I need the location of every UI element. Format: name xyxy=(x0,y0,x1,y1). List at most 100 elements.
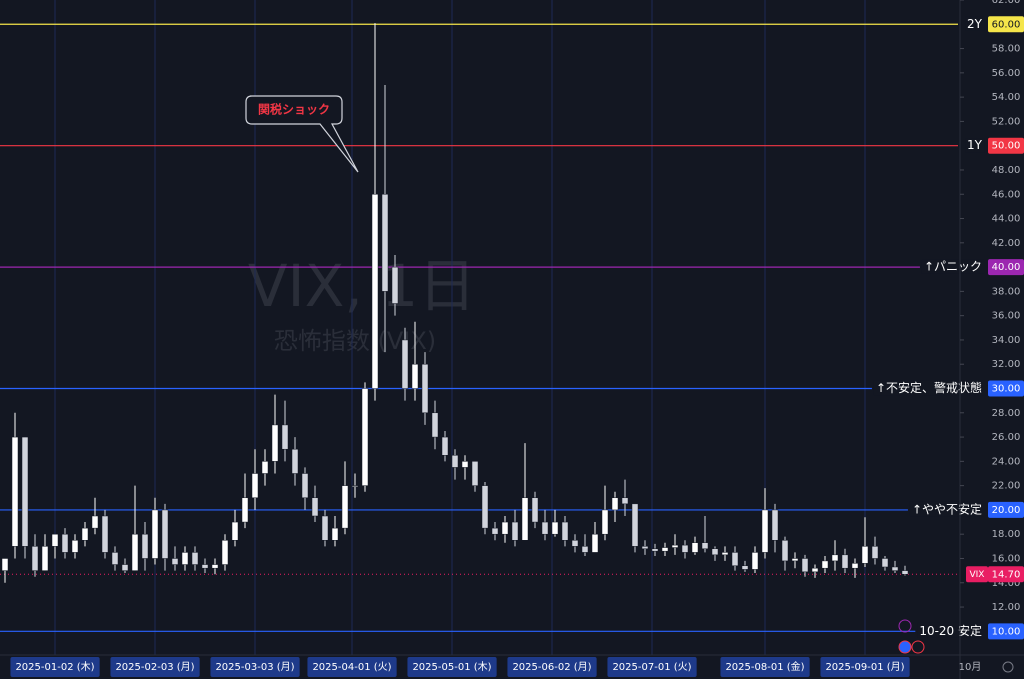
candle-body xyxy=(241,497,249,523)
level-badge xyxy=(988,501,1024,518)
candle-body xyxy=(741,565,749,570)
candle-body xyxy=(591,533,599,553)
event-icon[interactable] xyxy=(911,640,925,654)
candle-body xyxy=(271,424,279,462)
candle-body xyxy=(11,436,19,547)
candle-body xyxy=(441,436,449,456)
candle-body xyxy=(641,546,649,550)
level-label-bg xyxy=(917,622,984,638)
candle-body xyxy=(351,485,359,487)
candle-body xyxy=(321,515,329,541)
x-tick-label: 2025-09-01 (月) xyxy=(825,661,904,673)
candle-body xyxy=(621,497,629,505)
y-tick-label: 44.00 xyxy=(992,214,1021,225)
candle-body xyxy=(611,497,619,511)
y-tick-label: 38.00 xyxy=(992,286,1021,297)
candle-body xyxy=(551,521,559,535)
candle-body xyxy=(751,552,759,570)
last-price-name-box xyxy=(966,566,988,583)
y-tick-label: 18.00 xyxy=(992,529,1021,540)
candle-body xyxy=(191,552,199,565)
x-tick-label: 2025-03-03 (月) xyxy=(215,661,294,673)
candle-body xyxy=(701,542,709,550)
x-tick-box xyxy=(407,657,497,677)
x-tick-label: 2025-07-01 (火) xyxy=(612,661,691,673)
candle-body xyxy=(461,461,469,468)
candle-body xyxy=(771,509,779,541)
candles xyxy=(1,23,909,583)
candle-body xyxy=(561,521,569,541)
event-icon[interactable] xyxy=(898,640,912,654)
candle-body xyxy=(831,554,839,562)
level-badge xyxy=(988,380,1024,397)
x-tick-box xyxy=(720,657,810,677)
candle-body xyxy=(431,412,439,438)
candle-body xyxy=(291,448,299,474)
candle-body xyxy=(411,363,419,389)
candle-body xyxy=(391,266,399,304)
x-tick-label: 2025-04-01 (火) xyxy=(312,661,391,673)
y-tick-label: 14.00 xyxy=(992,578,1021,589)
level-label: ↑パニック xyxy=(924,260,982,274)
x-tick-label: 2025-08-01 (金) xyxy=(725,660,804,673)
candle-body xyxy=(511,521,519,541)
x-tick-box xyxy=(307,657,397,677)
candle-body xyxy=(91,515,99,529)
candle-body xyxy=(201,564,209,569)
level-badge-label: 20.00 xyxy=(992,505,1021,516)
candle-body xyxy=(521,497,529,541)
level-badge-label: 30.00 xyxy=(992,384,1021,395)
candle-body xyxy=(781,540,789,562)
candle-body xyxy=(51,533,59,547)
watermark-description: 恐怖指数 (VIX) xyxy=(274,327,436,355)
candle-body xyxy=(801,558,809,573)
level-badge-label: 40.00 xyxy=(992,262,1021,273)
candle-body xyxy=(81,527,89,541)
candle-body xyxy=(791,558,799,562)
annotation-callout xyxy=(245,95,359,173)
candle-body xyxy=(471,461,479,486)
last-price-name: VIX xyxy=(970,570,985,580)
level-label: ↑不安定、警戒状態 xyxy=(876,380,982,395)
level-badge-label: 60.00 xyxy=(992,19,1021,30)
y-tick-label: 62.00 xyxy=(992,0,1021,6)
y-tick-label: 24.00 xyxy=(992,456,1021,467)
candle-body xyxy=(161,509,169,559)
axes: 2025-01-02 (木) 2025-02-03 (月) 2025-03-03 (… xyxy=(10,0,1024,677)
candle-body xyxy=(601,509,609,535)
event-icon[interactable] xyxy=(898,619,912,633)
x-tick-box xyxy=(10,657,100,677)
x-tick-box xyxy=(607,657,697,677)
x-tick-box xyxy=(820,657,910,677)
candle-body xyxy=(181,552,189,565)
candle-body xyxy=(541,521,549,535)
y-tick-label: 58.00 xyxy=(992,44,1021,55)
y-tick-label: 36.00 xyxy=(992,311,1021,322)
settings-icon[interactable] xyxy=(1002,661,1014,673)
level-badge xyxy=(988,16,1024,33)
candle-body xyxy=(711,548,719,556)
candle-body xyxy=(311,497,319,517)
candle-body xyxy=(251,473,259,499)
x-tick-box xyxy=(110,657,200,677)
level-label-bg xyxy=(965,138,985,153)
candle-body xyxy=(901,570,909,575)
level-badge-label: 50.00 xyxy=(992,141,1021,152)
candle-body xyxy=(121,564,129,571)
level-badge-label: 10.00 xyxy=(992,626,1021,637)
candle-body xyxy=(451,455,459,468)
level-label: 2Y xyxy=(967,17,983,31)
candle-body xyxy=(361,388,369,486)
watermark-symbol: VIX, 1日 xyxy=(248,252,476,320)
candle-body xyxy=(221,540,229,565)
candle-body xyxy=(681,544,689,553)
y-tick-label: 28.00 xyxy=(992,408,1021,419)
candle-body xyxy=(821,560,829,569)
level-badge xyxy=(988,623,1024,640)
candle-body xyxy=(231,521,239,541)
candle-body xyxy=(171,558,179,565)
candle-body xyxy=(131,533,139,571)
candle-body xyxy=(501,521,509,535)
